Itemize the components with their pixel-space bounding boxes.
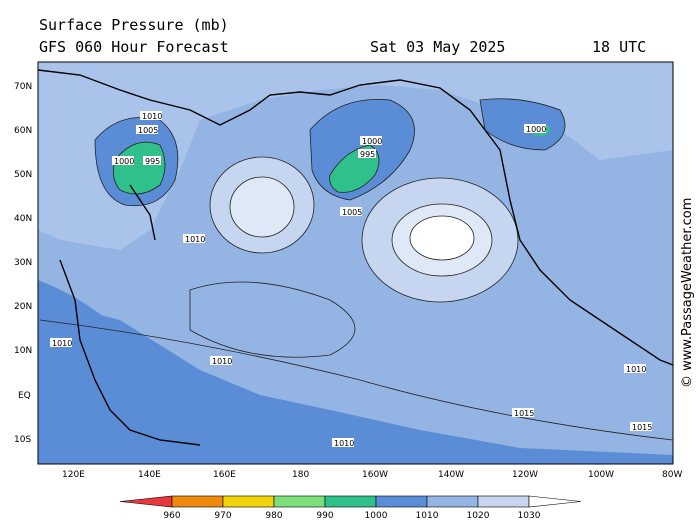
lat-label-60n: 60N [14, 126, 32, 136]
credit-text: © www.PassageWeather.com [680, 198, 695, 388]
low-northeast [479, 98, 566, 151]
lon-label-160e: 160E [213, 470, 236, 480]
isobar-label-bg [183, 234, 205, 243]
lon-label-120w: 120W [512, 470, 538, 480]
low-west-core [112, 141, 166, 195]
lon-label-140e: 140E [138, 470, 161, 480]
isobar-label: 1010 [334, 439, 354, 448]
colorbar-segment [119, 495, 173, 508]
isobar-label: 1000 [526, 125, 546, 134]
lat-label-10s: 10S [14, 435, 31, 445]
isobar-label-bg [332, 438, 354, 447]
colorbar-tick-label: 1020 [467, 511, 490, 521]
colorbar-segment [477, 495, 530, 508]
colorbar-tick-label: 970 [214, 511, 231, 521]
isobar-label: 1010 [142, 112, 162, 121]
colorbar-segment [273, 495, 326, 508]
lat-label-50n: 50N [14, 170, 32, 180]
isobar-label: 995 [360, 150, 375, 159]
isobar-label-bg [360, 136, 382, 145]
map-title: Surface Pressure (mb) [39, 16, 229, 34]
lat-label-30n: 30N [14, 258, 32, 268]
isobar-label-bg [210, 356, 232, 365]
isobar-labels: 1010 1005 1000 995 1000 995 1005 1010 10… [50, 111, 652, 448]
colorbar-segment [324, 495, 377, 508]
isobar-label-bg [358, 149, 376, 158]
forecast-date: Sat 03 May 2025 [370, 38, 506, 56]
colorbar-segment [375, 495, 428, 508]
lon-label-180: 180 [292, 470, 309, 480]
colorbar-segment [528, 495, 582, 508]
isobar-label: 1015 [514, 409, 534, 418]
colorbar-tick-label: 960 [163, 511, 180, 521]
lat-label-10n: 10N [14, 346, 32, 356]
isobar-label: 1005 [342, 208, 362, 217]
lon-label-140w: 140W [438, 470, 464, 480]
isobar-label-bg [630, 422, 652, 431]
isobar-label: 1005 [138, 126, 158, 135]
colorbar-segment [222, 495, 275, 508]
map-fields [38, 62, 673, 464]
colorbar-tick-label: 990 [316, 511, 333, 521]
lat-label-40n: 40N [14, 214, 32, 224]
isobar-label-bg [512, 408, 534, 417]
isobar-label: 1000 [114, 157, 134, 166]
lat-label-70n: 70N [14, 82, 32, 92]
credit-watermark: © www.PassageWeather.com [680, 198, 695, 388]
isobar-label: 1010 [626, 365, 646, 374]
isobar-label-bg [340, 207, 362, 216]
coastline-north [38, 69, 673, 366]
pressure-band-1005-south [38, 300, 673, 464]
lon-label-80w: 80W [662, 470, 682, 480]
high-cell-east-core [409, 215, 475, 261]
isobar-label: 1000 [362, 137, 382, 146]
isobar-label-bg [136, 125, 158, 134]
plot-frame [37, 61, 674, 465]
colorbar-tick-label: 1010 [416, 511, 439, 521]
colorbar-segment [426, 495, 479, 508]
isobar-label: 1010 [185, 235, 205, 244]
lat-label-eq: EQ [18, 391, 31, 401]
isobar-label: 1015 [632, 423, 652, 432]
lat-label-20n: 20N [14, 302, 32, 312]
forecast-subtitle: GFS 060 Hour Forecast [39, 38, 229, 56]
colorbar-segment [171, 495, 224, 508]
isobar-label-bg [140, 111, 162, 120]
pressure-band-1005-west [38, 280, 200, 430]
isobar-label: 1010 [212, 357, 232, 366]
lat-axis: 70N 60N 50N 40N 30N 20N 10N EQ 10S [14, 82, 32, 445]
isobar-label-bg [112, 156, 134, 165]
high-cell-west-inner [229, 176, 295, 238]
lon-axis: 120E 140E 160E 180 160W 140W 120W 100W 8… [62, 470, 682, 480]
colorbar-tick-label: 980 [265, 511, 282, 521]
forecast-time: 18 UTC [592, 38, 647, 56]
coastline-asia [59, 259, 201, 446]
colorbar-tick-label: 1030 [518, 511, 541, 521]
isobar-label-bg [50, 338, 72, 347]
isobar-label-bg [143, 156, 161, 165]
isobar-1010-south [39, 319, 673, 441]
lon-label-160w: 160W [362, 470, 388, 480]
lon-label-120e: 120E [62, 470, 85, 480]
colorbar-tick-label: 1000 [365, 511, 388, 521]
coastline-japan [129, 184, 156, 241]
isobar-label-bg [624, 364, 646, 373]
isobar-label: 995 [145, 157, 160, 166]
lon-label-100w: 100W [588, 470, 614, 480]
isobar-label: 1010 [52, 339, 72, 348]
isobar-label-bg [524, 124, 546, 133]
isobar-1015-loop [189, 281, 356, 358]
colorbar: 960 970 980 990 1000 1010 1020 1030 [119, 495, 582, 521]
